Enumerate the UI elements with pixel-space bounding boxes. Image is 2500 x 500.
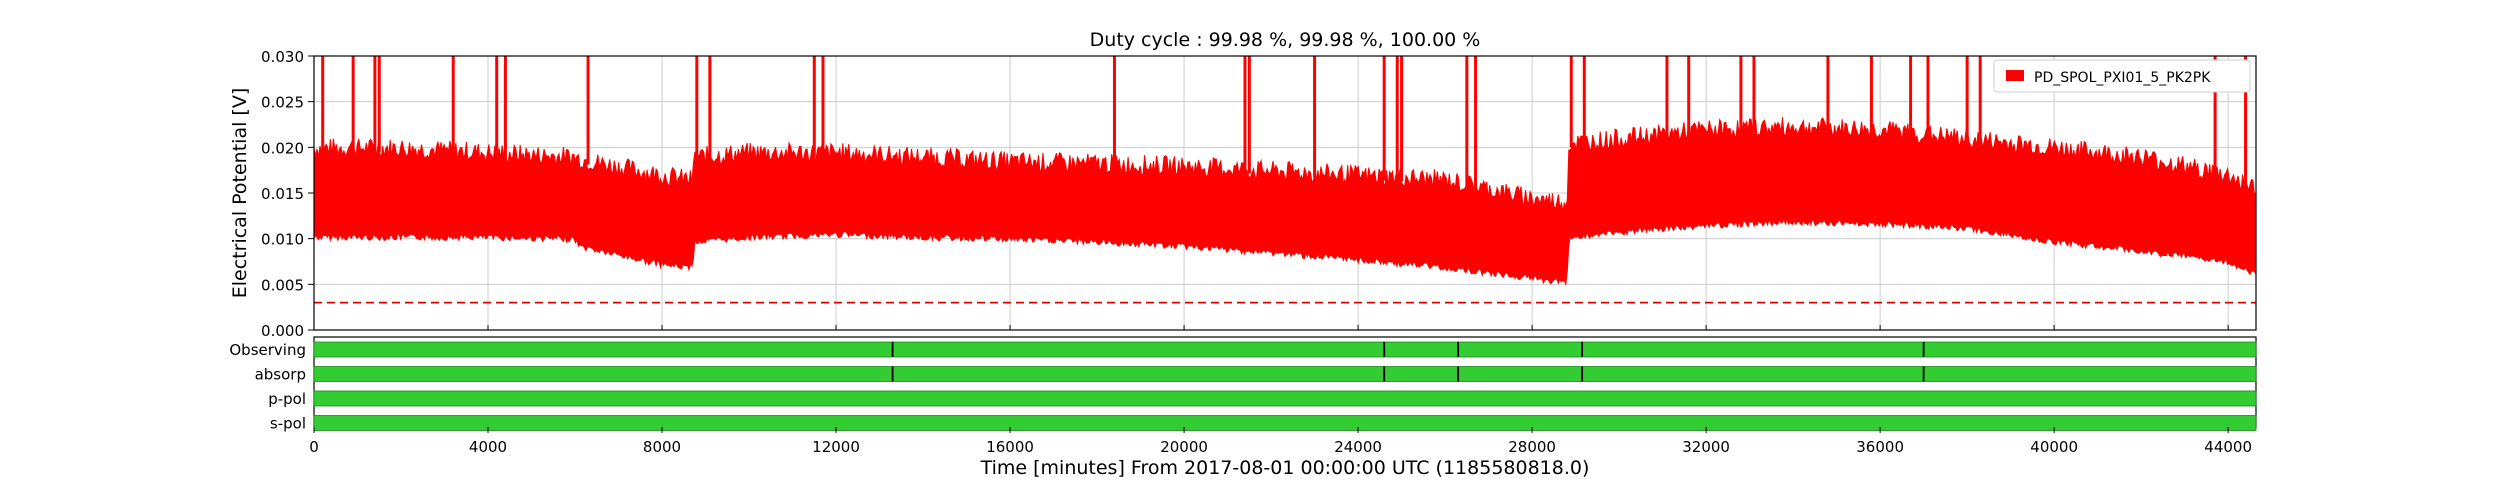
y-axis-ticks: 0.000 0.005 0.010 0.015 0.020 0.025 0.030	[261, 48, 314, 340]
y-tick-label: 0.010	[261, 231, 304, 249]
y-tick-label: 0.005	[261, 276, 304, 294]
segment-label: p-pol	[268, 390, 306, 408]
x-tick-label: 16000	[986, 438, 1034, 456]
main-plot-area: 0.000 0.005 0.010 0.015 0.020 0.025 0.030	[261, 48, 2257, 340]
x-axis-ticks: 0 4000 8000 12000 16000 20000 24000 28000 32000 3…	[309, 325, 2252, 456]
series-envelope	[313, 117, 2257, 287]
segment-label: absorp	[255, 366, 306, 384]
x-tick-label: 0	[309, 438, 319, 456]
segment-bar	[313, 390, 2257, 407]
chart-title: Duty cycle : 99.98 %, 99.98 %, 100.00 %	[1090, 29, 1481, 51]
y-axis-label: Electrical Potential [V]	[229, 88, 251, 298]
series-band	[313, 117, 2257, 287]
segment-label: s-pol	[270, 415, 306, 433]
y-tick-label: 0.025	[261, 94, 304, 112]
x-tick-label: 8000	[643, 438, 681, 456]
legend-swatch	[2006, 70, 2024, 81]
segment-bar	[313, 366, 2257, 382]
segment-bar	[313, 341, 2257, 358]
x-tick-label: 4000	[469, 438, 507, 456]
x-tick-label: 40000	[2030, 438, 2078, 456]
y-tick-label: 0.015	[261, 185, 304, 203]
legend-label: PD_SPOL_PXI01_5_PK2PK	[2034, 70, 2211, 86]
y-tick-label: 0.020	[261, 139, 304, 157]
y-tick-label: 0.030	[261, 48, 304, 66]
x-tick-label: 28000	[1508, 438, 1556, 456]
x-tick-label: 12000	[812, 438, 860, 456]
x-axis-label: Time [minutes] From 2017-08-01 00:00:00 …	[980, 457, 1590, 479]
legend: PD_SPOL_PXI01_5_PK2PK	[1993, 59, 2251, 93]
x-tick-label: 44000	[2204, 438, 2252, 456]
segments-panel: Observing absorp p-pol s-pol	[229, 336, 2257, 433]
y-tick-label: 0.000	[261, 322, 304, 340]
series-spikes	[321, 56, 2248, 191]
legend-box	[1993, 59, 2251, 93]
x-tick-label: 20000	[1160, 438, 1208, 456]
segment-label: Observing	[229, 341, 306, 359]
x-tick-label: 32000	[1682, 438, 1730, 456]
x-tick-label: 24000	[1334, 438, 1382, 456]
segment-bar	[313, 415, 2257, 431]
x-tick-label: 36000	[1856, 438, 1904, 456]
